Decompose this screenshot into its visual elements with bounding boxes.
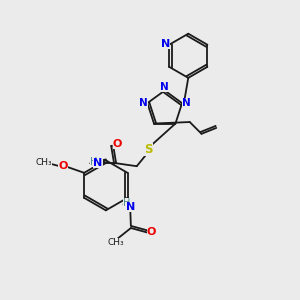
Text: H: H (123, 198, 130, 208)
Text: H: H (90, 157, 98, 167)
Text: N: N (93, 158, 103, 168)
Text: O: O (113, 139, 122, 149)
Text: S: S (144, 143, 153, 157)
Text: N: N (126, 202, 135, 212)
Text: N: N (160, 82, 169, 92)
Text: N: N (139, 98, 148, 108)
Text: O: O (147, 227, 156, 237)
Text: N: N (182, 98, 190, 108)
Text: CH₃: CH₃ (36, 158, 52, 167)
Text: O: O (58, 161, 68, 171)
Text: CH₃: CH₃ (108, 238, 124, 247)
Text: N: N (161, 39, 170, 49)
